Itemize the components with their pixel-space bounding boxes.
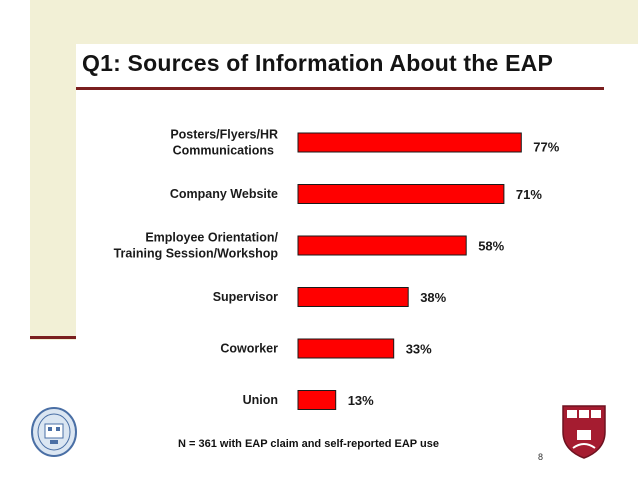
value-label-4: 38%: [420, 290, 446, 305]
category-label-4: Supervisor: [213, 290, 278, 304]
category-label-2: Company Website: [170, 187, 278, 201]
page-number: 8: [538, 452, 544, 462]
bar-3: [297, 235, 467, 256]
slide-title: Q1: Sources of Information About the EAP: [82, 50, 553, 76]
side-accent-band: [30, 0, 76, 340]
category-label-5: Coworker: [220, 342, 278, 356]
value-label-6: 13%: [348, 393, 374, 408]
category-label-1: Posters/Flyers/HR Communications: [170, 128, 278, 158]
title-underline: [76, 87, 604, 90]
harvard-shield-icon: [562, 405, 606, 459]
value-label-1: 77%: [533, 140, 559, 155]
bar-5: [297, 338, 395, 359]
footnote: N = 361 with EAP claim and self-reported…: [178, 438, 439, 450]
value-label-2: 71%: [516, 187, 542, 202]
top-accent-band: [76, 0, 638, 44]
bar-4: [297, 287, 409, 307]
value-label-5: 33%: [406, 342, 432, 357]
category-label-6: Union: [243, 393, 278, 407]
bar-2: [297, 184, 505, 204]
side-accent-rule: [30, 336, 76, 339]
university-seal-icon: [31, 407, 77, 457]
bar-6: [297, 390, 337, 410]
value-label-3: 58%: [478, 239, 504, 254]
category-label-3: Employee Orientation/Training Session/Wo…: [114, 231, 279, 261]
bar-1: [297, 132, 522, 153]
